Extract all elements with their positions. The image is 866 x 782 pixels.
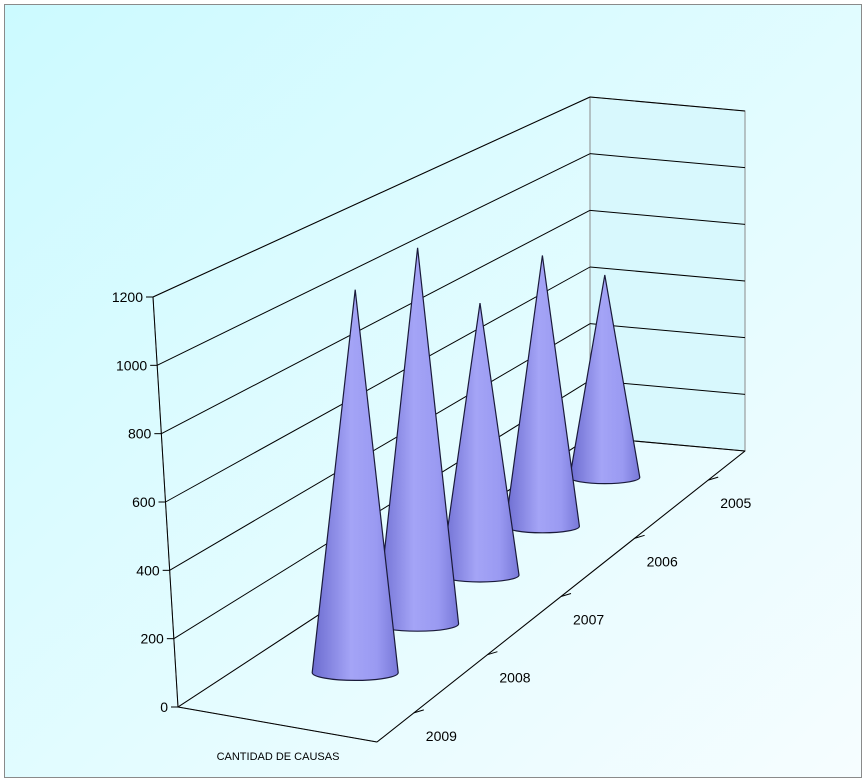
cone-body bbox=[569, 274, 641, 485]
y-tick-label: 400 bbox=[136, 562, 160, 578]
y-tick-label: 0 bbox=[160, 699, 168, 715]
y-tick-label: 200 bbox=[140, 631, 164, 647]
category-label: 2005 bbox=[720, 495, 751, 511]
y-tick-label: 800 bbox=[128, 426, 152, 442]
category-label: 2006 bbox=[647, 553, 678, 569]
gridline-side bbox=[152, 96, 591, 298]
cone-2005 bbox=[569, 274, 641, 485]
gridline-back bbox=[589, 153, 746, 169]
y-tick-label: 600 bbox=[132, 494, 156, 510]
gridline-back bbox=[589, 323, 746, 339]
category-tick-mark bbox=[413, 709, 424, 714]
category-tick-mark bbox=[487, 651, 498, 656]
y-tick-label: 1000 bbox=[116, 357, 147, 373]
cone-body bbox=[311, 289, 399, 681]
series-axis-label: CANTIDAD DE CAUSAS bbox=[217, 751, 340, 763]
axes bbox=[146, 296, 746, 743]
gridline-back bbox=[589, 96, 746, 112]
cones bbox=[311, 247, 641, 681]
gridline-side bbox=[165, 266, 591, 503]
gridline-back bbox=[589, 266, 746, 282]
gridline-back bbox=[589, 209, 746, 225]
cone-2009 bbox=[311, 289, 399, 681]
y-tick-label: 1200 bbox=[112, 289, 143, 305]
category-tick-mark bbox=[634, 534, 645, 539]
gridline-side bbox=[169, 323, 591, 571]
front-axis-line bbox=[177, 706, 378, 743]
axis-labels: 0 200 400 600 800 1000 1200 CANTIDAD DE CAUSAS 2… bbox=[112, 289, 752, 763]
category-tick-mark bbox=[708, 476, 719, 481]
gridline-side bbox=[161, 209, 591, 435]
category-label: 2009 bbox=[426, 728, 457, 744]
category-label: 2007 bbox=[573, 612, 604, 628]
gridline-side bbox=[156, 153, 591, 366]
category-tick-mark bbox=[560, 593, 572, 597]
category-label: 2008 bbox=[499, 670, 530, 686]
chart-frame bbox=[4, 4, 862, 778]
